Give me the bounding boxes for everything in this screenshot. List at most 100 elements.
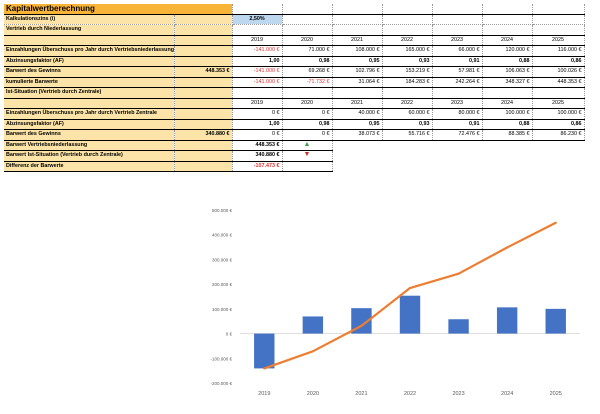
empty-cell[interactable] (482, 14, 533, 25)
sales-office-value-cell[interactable]: 102.796 € (332, 66, 383, 78)
y-tick-label: 500.000 € (212, 208, 233, 213)
headquarters-value-cell[interactable]: 88.385 € (482, 129, 533, 141)
empty-cell[interactable] (532, 87, 585, 99)
sales-office-value-cell[interactable]: -141.000 € (232, 77, 283, 88)
sales-office-value-cell[interactable]: -141.000 € (232, 66, 283, 78)
headquarters-value-cell[interactable]: 86.230 € (532, 129, 585, 141)
sales-office-value-cell[interactable]: 165.000 € (382, 45, 433, 57)
sales-office-value-cell[interactable]: 31.064 € (332, 77, 383, 88)
empty-cell[interactable] (232, 24, 283, 36)
empty-cell[interactable] (382, 24, 433, 36)
sales-office-value-cell[interactable]: 106.063 € (482, 66, 533, 78)
sales-office-value-cell[interactable]: 0,98 (282, 56, 333, 67)
empty-cell[interactable] (382, 87, 433, 99)
empty-cell[interactable] (432, 14, 483, 25)
sales-office-value-cell[interactable]: 69.268 € (282, 66, 333, 78)
empty-cell[interactable] (432, 4, 483, 15)
sales-office-value-cell[interactable]: 348.327 € (482, 77, 533, 88)
sales-office-row-total[interactable] (174, 77, 233, 88)
empty-cell[interactable] (332, 24, 383, 36)
headquarters-value-cell[interactable]: 0 € (282, 108, 333, 120)
empty-cell[interactable] (232, 4, 283, 15)
headquarters-value-cell[interactable]: 80.000 € (432, 108, 483, 120)
empty-cell[interactable] (282, 4, 333, 15)
headquarters-value-cell[interactable]: 0,95 (332, 119, 383, 130)
y-tick-label: 0 € (226, 332, 233, 337)
sales-office-value-cell[interactable]: 242.264 € (432, 77, 483, 88)
sales-office-value-cell[interactable]: 66.000 € (432, 45, 483, 57)
empty-cell[interactable] (232, 87, 283, 99)
headquarters-value-cell[interactable]: 0 € (232, 108, 283, 120)
empty-cell (174, 24, 233, 36)
sales-office-value-cell[interactable]: 0,88 (482, 56, 533, 67)
headquarters-row-total[interactable] (174, 119, 233, 130)
sales-office-value-cell[interactable]: -141.000 € (232, 45, 283, 57)
sales-office-value-cell[interactable]: 0,95 (332, 56, 383, 67)
empty-cell[interactable] (532, 14, 585, 25)
headquarters-value-cell[interactable]: 60.000 € (382, 108, 433, 120)
year-header: 2024 (482, 98, 533, 109)
empty-cell[interactable] (282, 24, 333, 36)
headquarters-value-cell[interactable]: 0 € (232, 129, 283, 141)
sales-office-value-cell[interactable]: 184.283 € (382, 77, 433, 88)
headquarters-row-total[interactable]: 340.880 € (174, 129, 233, 141)
sales-office-value-cell[interactable]: 116.000 € (532, 45, 585, 57)
empty-cell (174, 150, 233, 162)
empty-cell[interactable] (482, 87, 533, 99)
empty-cell[interactable] (382, 4, 433, 15)
headquarters-value-cell[interactable]: 0,93 (382, 119, 433, 130)
empty-cell[interactable] (282, 87, 333, 99)
headquarters-value-cell[interactable]: 0 € (282, 129, 333, 141)
empty-cell[interactable] (532, 24, 585, 36)
headquarters-value-cell[interactable]: 100.000 € (532, 108, 585, 120)
headquarters-value-cell[interactable]: 100.000 € (482, 108, 533, 120)
year-header: 2022 (382, 35, 433, 46)
headquarters-value-cell[interactable]: 0,98 (282, 119, 333, 130)
headquarters-value-cell[interactable]: 38.073 € (332, 129, 383, 141)
headquarters-row-label: Barwert des Gewinns (4, 129, 175, 141)
empty-cell[interactable] (382, 14, 433, 25)
empty-cell[interactable] (532, 4, 585, 15)
sales-office-value-cell[interactable]: 71.000 € (282, 45, 333, 57)
headquarters-value-cell[interactable]: 0,88 (482, 119, 533, 130)
summary-label: Differenz der Barwerte (4, 161, 175, 172)
empty-cell (174, 87, 233, 99)
sales-office-value-cell[interactable]: -71.732 € (282, 77, 333, 88)
bar-2019 (254, 333, 275, 369)
empty-cell[interactable] (282, 14, 333, 25)
empty-cell[interactable] (432, 24, 483, 36)
empty-cell[interactable] (482, 4, 533, 15)
sales-office-value-cell[interactable]: 120.000 € (482, 45, 533, 57)
sales-office-value-cell[interactable]: 153.219 € (382, 66, 433, 78)
sales-office-value-cell[interactable]: 1,00 (232, 56, 283, 67)
headquarters-value-cell[interactable]: 55.716 € (382, 129, 433, 141)
summary-value[interactable]: -107.473 € (232, 161, 283, 172)
sales-office-value-cell[interactable]: 57.981 € (432, 66, 483, 78)
empty-cell[interactable] (332, 14, 383, 25)
empty-cell[interactable] (432, 87, 483, 99)
sales-office-row-total[interactable] (174, 45, 233, 57)
sheet-title: Kapitalwertberechnung (4, 4, 233, 15)
line-segment-2022 (360, 286, 412, 327)
headquarters-row-total[interactable] (174, 108, 233, 120)
sales-office-row-total[interactable] (174, 56, 233, 67)
headquarters-value-cell[interactable]: 0,86 (532, 119, 585, 130)
sales-office-value-cell[interactable]: 448.353 € (532, 77, 585, 88)
sales-office-value-cell[interactable]: 0,86 (532, 56, 585, 67)
empty-cell[interactable] (332, 4, 383, 15)
summary-value[interactable]: 448.353 € (232, 140, 283, 151)
sales-office-row-total[interactable]: 448.353 € (174, 66, 233, 78)
sales-office-value-cell[interactable]: 0,91 (432, 56, 483, 67)
sales-office-value-cell[interactable]: 0,93 (382, 56, 433, 67)
rate-value[interactable]: 2,50% (232, 14, 283, 25)
headquarters-value-cell[interactable]: 1,00 (232, 119, 283, 130)
empty-cell[interactable] (174, 14, 233, 25)
sales-office-value-cell[interactable]: 100.026 € (532, 66, 585, 78)
summary-value[interactable]: 340.880 € (232, 150, 283, 162)
sales-office-value-cell[interactable]: 108.000 € (332, 45, 383, 57)
headquarters-value-cell[interactable]: 40.000 € (332, 108, 383, 120)
headquarters-value-cell[interactable]: 0,91 (432, 119, 483, 130)
empty-cell[interactable] (332, 87, 383, 99)
headquarters-value-cell[interactable]: 72.476 € (432, 129, 483, 141)
empty-cell[interactable] (482, 24, 533, 36)
